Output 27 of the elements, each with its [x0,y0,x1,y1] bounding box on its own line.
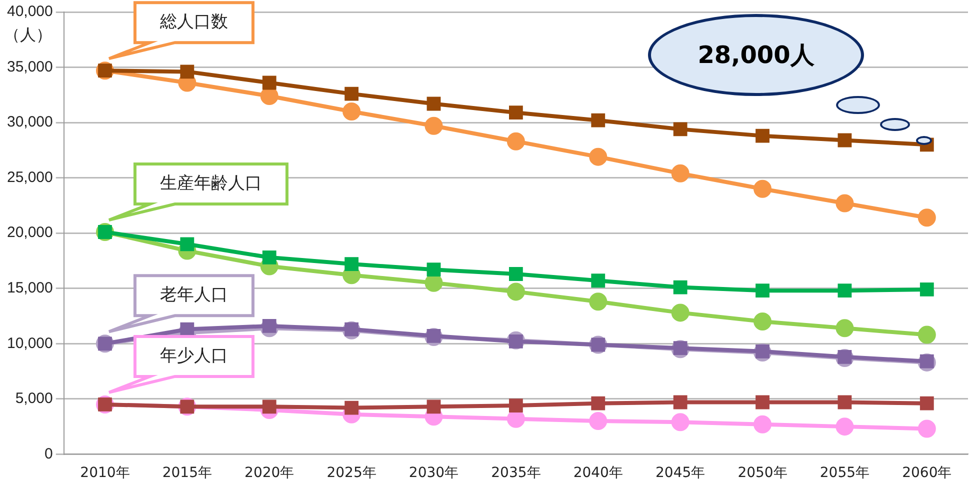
y-tick-label: 10,000 [6,334,53,352]
y-tick-label: 40,000 [6,3,53,20]
y-tick-label: 30,000 [6,114,53,131]
annotation: 28,000人 [698,40,814,71]
text: 生産年齢人口 [160,173,262,194]
x-tick-label: 2025年 [326,465,376,482]
series-label: 老年人口 [160,285,228,306]
x-tick-label: 2060年 [902,465,952,482]
x-tick-label: 2055年 [820,465,870,482]
x-tick-label: 2015年 [162,465,212,482]
x-tick-label: 2045年 [656,465,706,482]
y-tick-label: 15,000 [6,280,53,297]
x-tick-label: 2010年 [80,465,130,482]
y-tick-label: 25,000 [6,168,53,186]
y-tick-label: 0 [44,445,53,462]
x-tick-label: 2030年 [408,465,459,482]
text: 総人口数 [158,12,228,32]
y-tick-label: 35,000 [6,58,53,76]
text: 年少人口 [160,346,228,366]
x-tick-label: 2020年 [244,465,294,482]
thought-cloud: 28,000人 [648,14,864,96]
x-tick-label: 2050年 [738,465,788,482]
x-tick-label: 2035年 [491,465,541,482]
y-tick-label: 20,000 [6,224,53,242]
y-tick-label: 5,000 [15,390,53,408]
y-axis-title: （人） [4,25,52,44]
x-tick-label: 2040年 [573,465,623,482]
